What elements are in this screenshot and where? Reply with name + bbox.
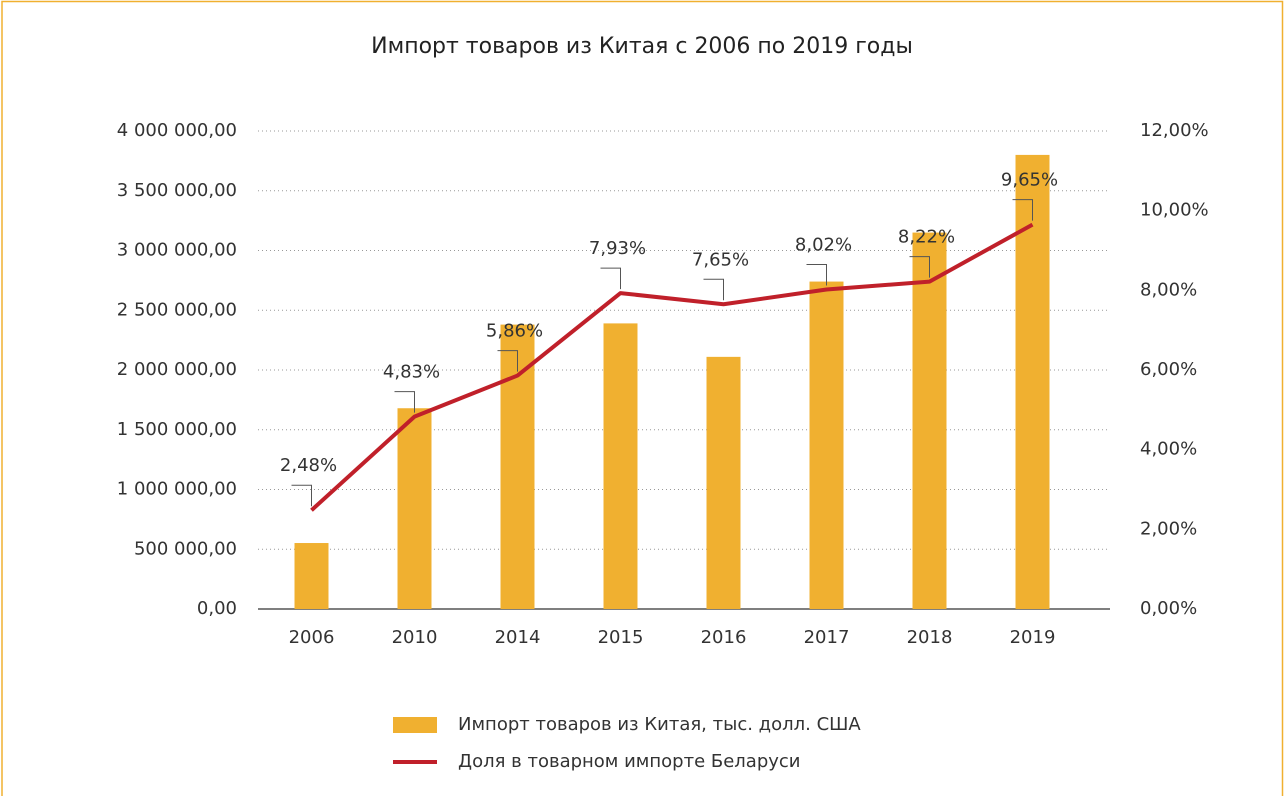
leader-line xyxy=(806,264,827,286)
y-tick-label: 1 500 000,00 xyxy=(117,419,237,440)
x-tick-label: 2015 xyxy=(598,627,644,648)
x-tick-label: 2006 xyxy=(289,627,335,648)
bar xyxy=(397,408,432,609)
bar xyxy=(809,281,844,609)
y-tick-label: 1 000 000,00 xyxy=(117,479,237,500)
bar xyxy=(912,232,947,609)
data-label: 2,48% xyxy=(280,455,337,476)
y2-tick-label: 6,00% xyxy=(1140,359,1197,380)
x-tick-label: 2014 xyxy=(495,627,541,648)
data-label: 5,86% xyxy=(486,321,543,342)
legend-swatch xyxy=(393,717,437,733)
data-label: 4,83% xyxy=(383,362,440,383)
leader-line xyxy=(394,391,415,413)
leader-line xyxy=(600,267,621,290)
bar xyxy=(294,543,329,609)
data-label: 9,65% xyxy=(1001,170,1058,191)
x-tick-label: 2018 xyxy=(907,627,953,648)
y2-tick-label: 8,00% xyxy=(1140,279,1197,300)
data-label: 7,65% xyxy=(692,249,749,270)
bar xyxy=(603,323,638,609)
y2-tick-label: 4,00% xyxy=(1140,439,1197,460)
data-label: 7,93% xyxy=(589,238,646,259)
bar xyxy=(1015,154,1050,609)
leader-line xyxy=(497,350,518,372)
y2-tick-label: 2,00% xyxy=(1140,518,1197,539)
legend-label: Доля в товарном импорте Беларуси xyxy=(458,751,801,772)
data-label: 8,02% xyxy=(795,235,852,256)
x-tick-label: 2016 xyxy=(701,627,747,648)
bar xyxy=(706,356,741,609)
bar xyxy=(500,324,535,609)
chart-title: Импорт товаров из Китая с 2006 по 2019 г… xyxy=(371,34,913,59)
y2-tick-label: 10,00% xyxy=(1140,200,1209,221)
leader-line xyxy=(909,256,930,278)
x-tick-label: 2017 xyxy=(804,627,850,648)
y-tick-label: 2 000 000,00 xyxy=(117,359,237,380)
y2-tick-label: 12,00% xyxy=(1140,120,1209,141)
legend-label: Импорт товаров из Китая, тыс. долл. США xyxy=(458,714,861,735)
data-label: 8,22% xyxy=(898,227,955,248)
line xyxy=(310,222,1034,512)
x-tick-label: 2019 xyxy=(1010,627,1056,648)
leader-line xyxy=(703,278,724,301)
y-tick-label: 500 000,00 xyxy=(134,538,237,559)
y-tick-label: 2 500 000,00 xyxy=(117,299,237,320)
y2-tick-label: 0,00% xyxy=(1140,598,1197,619)
y-tick-label: 0,00 xyxy=(197,598,237,619)
x-tick-label: 2010 xyxy=(392,627,438,648)
leader-line xyxy=(1012,199,1033,221)
y-tick-label: 3 000 000,00 xyxy=(117,240,237,261)
y-tick-label: 4 000 000,00 xyxy=(117,120,237,141)
leader-line xyxy=(291,484,312,507)
y-tick-label: 3 500 000,00 xyxy=(117,180,237,201)
